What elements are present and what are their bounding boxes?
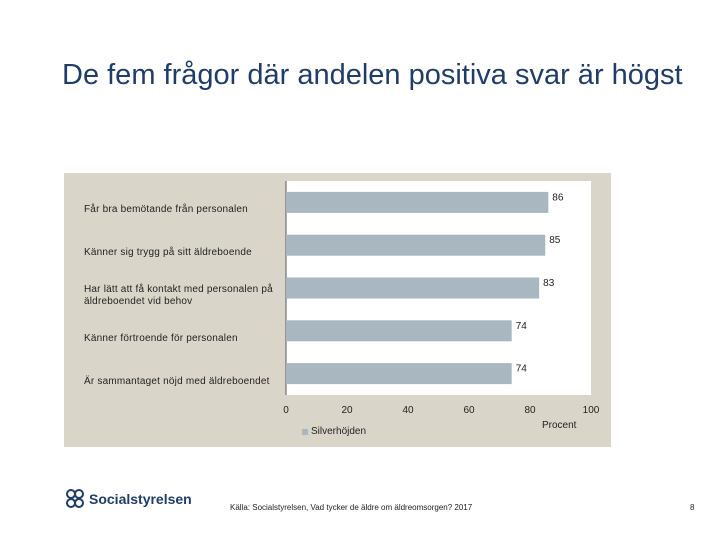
logo-emblem-icon (66, 489, 84, 508)
bar (286, 191, 549, 213)
category-label: Känner sig trygg på sitt äldreboende (84, 247, 252, 259)
x-tick-label: 60 (463, 405, 475, 416)
x-tick-label: 80 (524, 405, 536, 416)
category-label: Är sammantaget nöjd med äldreboendet (84, 375, 270, 387)
bar-chart: 86 85 83 74 74 0 20 40 60 80 100 (283, 181, 600, 416)
bar-value-label: 74 (516, 364, 528, 375)
chart-area: 86 85 83 74 74 0 20 40 60 80 100 Får bra bemötande… (64, 173, 611, 447)
legend: Silverhöjden (302, 426, 366, 437)
x-tick-label: 40 (402, 405, 414, 416)
x-tick-label: 0 (283, 405, 289, 416)
logo-text: Socialstyrelsen (89, 491, 192, 507)
source-note: Källa: Socialstyrelsen, Vad tycker de äl… (230, 503, 473, 512)
bar (286, 234, 546, 256)
category-label: Har lätt att få kontakt med personalen p… (84, 284, 273, 307)
socialstyrelsen-logo: Socialstyrelsen (64, 488, 192, 510)
bar-value-label: 83 (543, 278, 555, 289)
page-title: De fem frågor där andelen positiva svar … (62, 59, 683, 91)
x-tick-label: 100 (583, 405, 600, 416)
category-label: Känner förtroende för personalen (84, 332, 238, 344)
legend-swatch (302, 428, 308, 435)
bar-value-label: 86 (552, 192, 564, 203)
x-axis-label: Procent (542, 420, 577, 431)
bar-value-label: 74 (516, 321, 528, 332)
bar (286, 320, 512, 342)
legend-label: Silverhöjden (311, 426, 367, 437)
bar-value-label: 85 (549, 235, 561, 246)
category-label: Får bra bemötande från personalen (84, 204, 248, 216)
x-tick-label: 20 (341, 405, 353, 416)
page-number: 8 (690, 503, 695, 512)
bar (286, 277, 540, 299)
bar (286, 363, 512, 385)
